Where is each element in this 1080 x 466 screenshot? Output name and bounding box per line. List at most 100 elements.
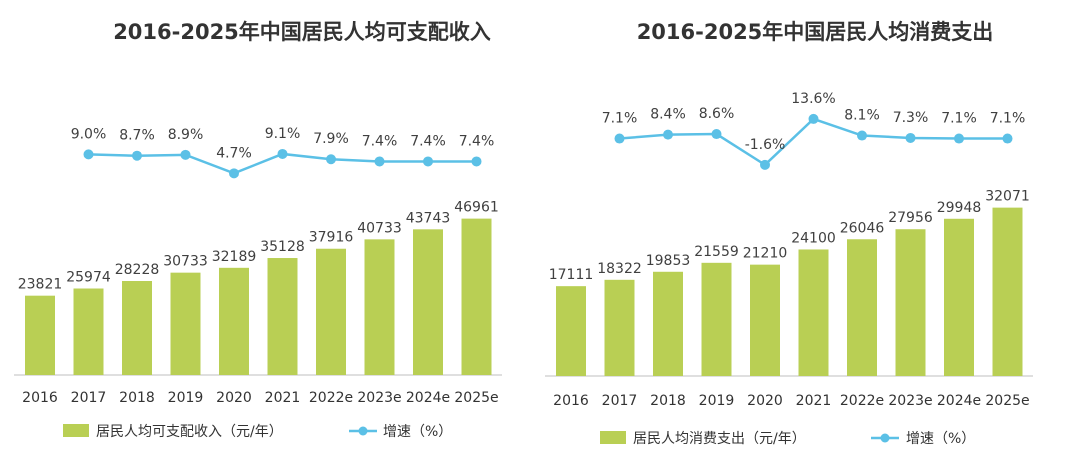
- bar: [798, 249, 829, 376]
- category-tick-label: 2017: [71, 390, 107, 406]
- growth-rate-label: 7.4%: [410, 133, 446, 149]
- legend-line-marker: [358, 426, 368, 436]
- bar: [73, 288, 104, 375]
- bar-value-label: 17111: [549, 267, 594, 283]
- growth-rate-point: [905, 132, 916, 143]
- legend-bar-label: 居民人均可支配收入（元/年）: [96, 424, 283, 440]
- category-tick-label: 2025e: [985, 393, 1029, 409]
- bar-value-label: 27956: [888, 210, 933, 226]
- chart-title: 2016-2025年中国居民人均消费支出: [637, 20, 994, 44]
- growth-rate-label: 7.3%: [893, 110, 929, 126]
- category-tick-label: 2023e: [888, 393, 932, 409]
- growth-rate-point: [277, 148, 288, 159]
- growth-rate-label: 9.0%: [71, 126, 107, 142]
- category-tick-label: 2018: [119, 390, 155, 406]
- bar: [701, 262, 732, 376]
- bar: [219, 267, 249, 375]
- bar-value-label: 23821: [18, 277, 63, 293]
- chart-title: 2016-2025年中国居民人均可支配收入: [113, 20, 491, 44]
- growth-rate-label: 9.1%: [265, 126, 301, 142]
- income-chart: 2016-2025年中国居民人均可支配收入 23821 2016 25974 2017 2…: [14, 20, 502, 440]
- category-tick-label: 2017: [602, 393, 638, 409]
- growth-rate-point: [326, 154, 336, 165]
- growth-rate-point: [374, 156, 385, 167]
- growth-rate-point: [663, 129, 673, 140]
- category-tick-label: 2022e: [309, 390, 353, 406]
- bar: [992, 207, 1023, 376]
- bar: [122, 281, 152, 375]
- bar: [653, 271, 683, 376]
- growth-rate-point: [83, 149, 94, 160]
- growth-rate-point: [471, 156, 482, 167]
- category-tick-label: 2022e: [840, 393, 884, 409]
- category-tick-label: 2018: [650, 393, 686, 409]
- growth-rate-point: [1002, 133, 1013, 144]
- growth-rate-label: -1.6%: [745, 137, 786, 153]
- category-tick-label: 2016: [553, 393, 589, 409]
- category-tick-label: 2016: [22, 390, 58, 406]
- bar: [944, 218, 974, 376]
- growth-rate-point: [614, 133, 625, 144]
- bar-value-label: 18322: [597, 261, 642, 277]
- bar-value-label: 28228: [115, 262, 160, 278]
- bar: [170, 272, 201, 375]
- bar-value-label: 30733: [163, 254, 208, 270]
- legend-bar-label: 居民人均消费支出（元/年）: [633, 431, 806, 447]
- legend-line-label: 增速（%）: [906, 431, 975, 447]
- bar: [267, 258, 298, 375]
- growth-rate-label: 13.6%: [791, 91, 835, 107]
- bar-value-label: 29948: [937, 200, 982, 216]
- growth-rate-point: [760, 159, 770, 170]
- growth-rate-label: 8.4%: [650, 107, 686, 123]
- bar-value-label: 37916: [309, 230, 354, 246]
- consumption-chart: 2016-2025年中国居民人均消费支出 17111 2016 18322 2017 19…: [545, 20, 1033, 447]
- growth-rate-point: [857, 130, 867, 141]
- growth-rate-label: 4.7%: [216, 145, 252, 161]
- category-tick-label: 2020: [747, 393, 783, 409]
- category-tick-label: 2024e: [406, 390, 450, 406]
- bar-value-label: 21210: [743, 246, 788, 262]
- bar-value-label: 24100: [791, 230, 836, 246]
- bar-value-label: 25974: [66, 270, 111, 286]
- bar: [25, 295, 55, 375]
- growth-rate-label: 8.9%: [168, 127, 204, 143]
- growth-rate-point: [229, 168, 239, 179]
- category-tick-label: 2025e: [454, 390, 498, 406]
- growth-rate-point: [808, 113, 819, 124]
- bar-value-label: 35128: [260, 239, 305, 255]
- growth-rate-point: [954, 133, 964, 144]
- growth-rate-label: 7.1%: [990, 111, 1026, 127]
- growth-rate-label: 8.1%: [844, 108, 880, 124]
- bar: [316, 248, 346, 375]
- legend-bar-swatch: [63, 424, 89, 437]
- bar: [895, 229, 926, 376]
- growth-rate-label: 7.4%: [459, 133, 495, 149]
- bar: [750, 264, 780, 376]
- bar: [847, 239, 877, 376]
- bar-value-label: 32071: [985, 189, 1030, 205]
- legend-line-marker: [880, 433, 890, 443]
- category-tick-label: 2020: [216, 390, 252, 406]
- category-tick-label: 2019: [168, 390, 204, 406]
- growth-rate-label: 7.4%: [362, 133, 398, 149]
- category-tick-label: 2021: [796, 393, 832, 409]
- growth-rate-point: [423, 156, 433, 167]
- bar: [556, 286, 586, 376]
- category-tick-label: 2023e: [357, 390, 401, 406]
- category-tick-label: 2019: [699, 393, 735, 409]
- legend-bar-swatch: [600, 431, 626, 444]
- bar: [604, 279, 635, 376]
- growth-rate-label: 8.7%: [119, 128, 155, 144]
- bar-value-label: 26046: [840, 220, 885, 236]
- category-tick-label: 2021: [265, 390, 301, 406]
- growth-rate-label: 7.9%: [313, 131, 349, 147]
- growth-rate-label: 8.6%: [699, 106, 735, 122]
- bar-value-label: 43743: [406, 210, 451, 226]
- legend-line-label: 增速（%）: [383, 424, 452, 440]
- growth-rate-point: [180, 149, 191, 160]
- bar: [461, 218, 492, 375]
- bar-value-label: 46961: [454, 200, 499, 216]
- bar: [364, 239, 395, 375]
- bar-value-label: 19853: [646, 253, 691, 269]
